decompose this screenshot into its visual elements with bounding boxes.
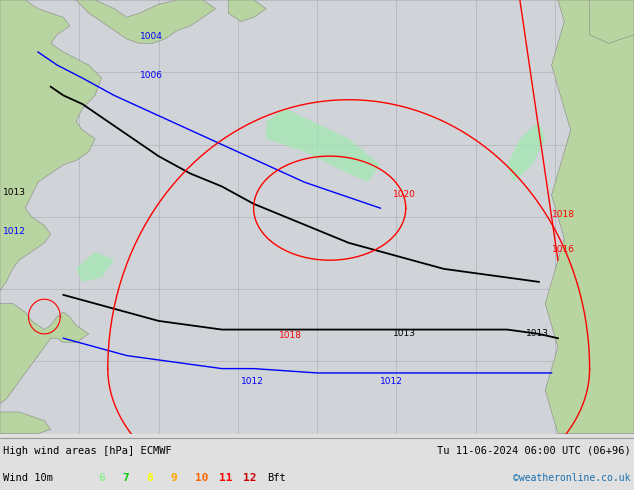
Text: 8: 8 [146,472,153,483]
Polygon shape [0,412,51,434]
Text: 1013: 1013 [393,329,416,338]
Text: 1012: 1012 [3,227,26,236]
Text: 10: 10 [195,472,208,483]
Text: 9: 9 [171,472,178,483]
Text: Bft: Bft [267,472,286,483]
Polygon shape [545,0,634,434]
Polygon shape [590,0,634,44]
Polygon shape [228,0,266,22]
Polygon shape [0,304,89,403]
Text: 6: 6 [98,472,105,483]
Text: Tu 11-06-2024 06:00 UTC (06+96): Tu 11-06-2024 06:00 UTC (06+96) [437,445,631,456]
Text: Wind 10m: Wind 10m [3,472,53,483]
Polygon shape [507,122,545,182]
Text: ©weatheronline.co.uk: ©weatheronline.co.uk [514,472,631,483]
Text: 12: 12 [243,472,256,483]
Text: 1013: 1013 [526,329,549,338]
Text: 1018: 1018 [552,210,574,219]
Text: 7: 7 [122,472,129,483]
Polygon shape [0,0,101,291]
Polygon shape [76,251,114,282]
Text: 1012: 1012 [380,377,403,386]
Text: High wind areas [hPa] ECMWF: High wind areas [hPa] ECMWF [3,445,172,456]
Text: 1013: 1013 [3,188,26,197]
Polygon shape [266,108,380,182]
Text: 1018: 1018 [279,331,302,340]
Text: 1012: 1012 [241,377,264,386]
Text: 1006: 1006 [139,71,162,80]
Polygon shape [76,0,216,44]
Text: 1004: 1004 [139,32,162,41]
Text: 1016: 1016 [552,245,574,253]
Text: 1020: 1020 [393,190,416,199]
Text: 11: 11 [219,472,232,483]
